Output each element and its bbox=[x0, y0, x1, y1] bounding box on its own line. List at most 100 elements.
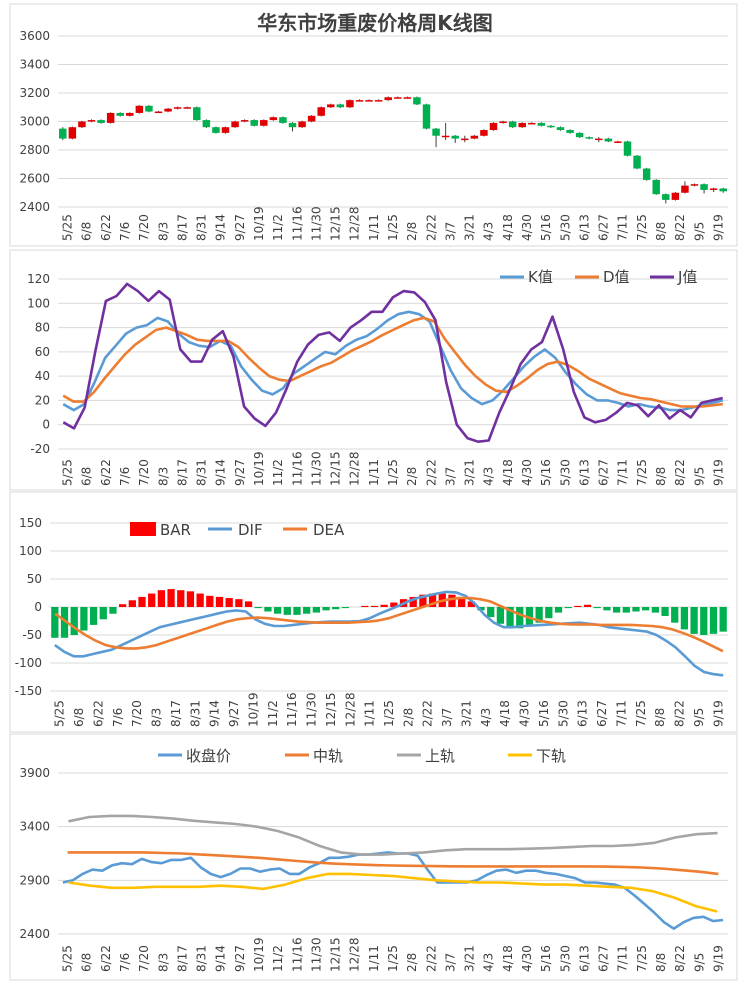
x-tick-label: 6/13 bbox=[577, 945, 591, 972]
x-tick-label: 1/11 bbox=[363, 700, 377, 727]
y-tick-label: 2800 bbox=[19, 143, 50, 157]
x-tick-label: 3/7 bbox=[443, 467, 457, 486]
x-tick-label: 10/19 bbox=[252, 451, 266, 486]
x-tick-label: 5/30 bbox=[558, 459, 572, 486]
macd-bar bbox=[709, 607, 718, 634]
macd-line-dea bbox=[54, 596, 724, 653]
macd-bar bbox=[80, 607, 88, 631]
y-tick-label: 150 bbox=[19, 516, 42, 530]
macd-bar bbox=[60, 607, 69, 638]
x-tick-label: 6/8 bbox=[80, 467, 94, 486]
y-tick-label: 100 bbox=[19, 544, 42, 558]
x-tick-label: 8/3 bbox=[156, 222, 170, 241]
kdj-line-k bbox=[62, 310, 724, 412]
y-tick-label: 50 bbox=[27, 572, 42, 586]
y-tick-label: -50 bbox=[22, 628, 42, 642]
legend-label: 上轨 bbox=[425, 747, 455, 765]
macd-bar bbox=[361, 605, 369, 607]
x-tick-label: 4/18 bbox=[501, 945, 515, 972]
x-tick-label: 7/6 bbox=[111, 708, 125, 727]
x-tick-label: 3/7 bbox=[443, 222, 457, 241]
macd-bar bbox=[428, 593, 437, 607]
x-tick-label: 9/27 bbox=[233, 459, 247, 486]
y-tick-label: 3600 bbox=[19, 29, 50, 43]
boll-lower-line bbox=[68, 872, 718, 913]
macd-bar bbox=[109, 607, 117, 614]
candle-body bbox=[642, 168, 651, 180]
x-tick-label: 8/22 bbox=[673, 700, 687, 727]
candle-body bbox=[346, 100, 354, 108]
x-tick-label: 1/11 bbox=[367, 214, 381, 241]
panel-frame-kline bbox=[9, 3, 738, 247]
x-tick-label: 2/22 bbox=[424, 459, 438, 486]
x-tick-label: 6/27 bbox=[597, 459, 611, 486]
macd-bar bbox=[206, 595, 214, 607]
macd-bar bbox=[283, 607, 291, 615]
y-tick-label: 40 bbox=[35, 369, 50, 383]
x-tick-label: 5/30 bbox=[556, 700, 570, 727]
macd-bar bbox=[593, 607, 601, 609]
x-tick-label: 1/25 bbox=[386, 945, 400, 972]
macd-bar bbox=[370, 605, 379, 607]
candle-body bbox=[461, 138, 469, 141]
macd-bar bbox=[99, 607, 107, 620]
candle-body bbox=[355, 100, 364, 102]
candle-body bbox=[212, 127, 220, 133]
y-tick-label: 120 bbox=[27, 272, 50, 286]
macd-bar bbox=[700, 607, 708, 635]
macd-bar bbox=[215, 596, 224, 607]
y-tick-label: 2600 bbox=[19, 172, 50, 186]
x-tick-label: 6/22 bbox=[99, 459, 113, 486]
macd-bar bbox=[603, 607, 611, 611]
candle-body bbox=[202, 120, 211, 128]
x-tick-label: 8/31 bbox=[195, 459, 209, 486]
macd-bar bbox=[651, 607, 659, 613]
x-tick-label: 8/31 bbox=[195, 214, 209, 241]
x-tick-label: 1/25 bbox=[386, 214, 400, 241]
legend-label: 收盘价 bbox=[186, 747, 231, 765]
macd-bar bbox=[70, 607, 78, 635]
x-tick-label: 3/21 bbox=[459, 700, 473, 727]
candle-body bbox=[662, 194, 670, 200]
x-tick-label: 8/22 bbox=[673, 459, 687, 486]
macd-bar bbox=[148, 593, 156, 607]
x-tick-label: 6/22 bbox=[99, 214, 113, 241]
macd-bar bbox=[89, 607, 98, 625]
legend-label: K值 bbox=[528, 268, 553, 286]
macd-bar bbox=[380, 604, 388, 607]
macd-bar bbox=[554, 607, 563, 613]
x-tick-label: 11/2 bbox=[266, 700, 280, 727]
chart-title: 华东市场重废价格周K线图 bbox=[257, 11, 493, 35]
candle-body bbox=[279, 117, 287, 123]
candle-body bbox=[87, 120, 96, 122]
x-tick-label: 11/16 bbox=[290, 937, 304, 972]
x-tick-label: 4/18 bbox=[498, 700, 512, 727]
x-tick-label: 6/8 bbox=[80, 953, 94, 972]
candle-body bbox=[518, 122, 526, 128]
macd-bar bbox=[448, 594, 456, 607]
candle-body bbox=[508, 121, 517, 128]
macd-bar bbox=[719, 607, 727, 632]
x-tick-label: 8/8 bbox=[654, 467, 668, 486]
y-tick-label: 3200 bbox=[19, 86, 50, 100]
y-tick-label: 3000 bbox=[19, 115, 50, 129]
candle-body bbox=[394, 97, 402, 99]
y-tick-label: 100 bbox=[27, 296, 50, 310]
x-tick-label: 7/25 bbox=[634, 700, 648, 727]
candle-body bbox=[126, 112, 134, 116]
x-tick-label: 6/22 bbox=[91, 700, 105, 727]
macd-bar bbox=[496, 607, 505, 624]
x-tick-label: 12/15 bbox=[329, 206, 343, 241]
macd-bar bbox=[332, 607, 340, 610]
x-tick-label: 12/28 bbox=[348, 451, 362, 486]
x-tick-label: 10/19 bbox=[252, 206, 266, 241]
macd-bar bbox=[661, 607, 669, 616]
x-tick-label: 9/14 bbox=[214, 214, 228, 241]
kdj-line-j bbox=[62, 282, 723, 444]
x-tick-label: 4/3 bbox=[482, 953, 496, 972]
x-tick-label: 3/21 bbox=[463, 214, 477, 241]
candle-body bbox=[288, 122, 297, 128]
macd-bar bbox=[157, 590, 166, 607]
x-tick-label: 11/2 bbox=[271, 459, 285, 486]
x-tick-label: 6/13 bbox=[577, 214, 591, 241]
